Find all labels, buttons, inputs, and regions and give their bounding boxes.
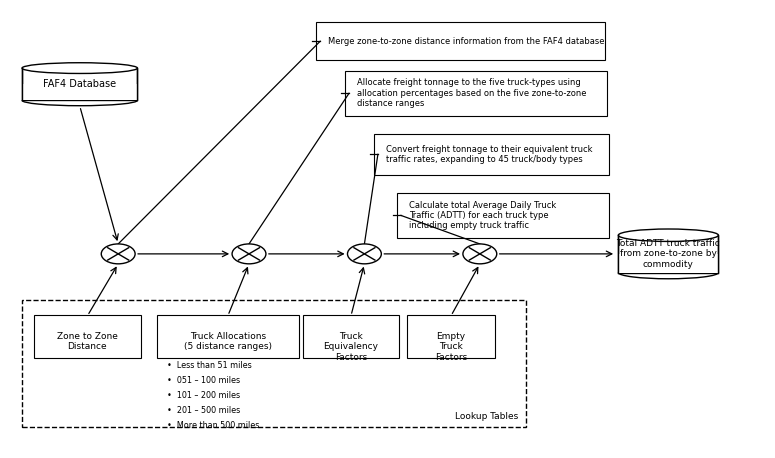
Text: Allocate freight tonnage to the five truck-types using
allocation percentages ba: Allocate freight tonnage to the five tru… — [356, 78, 586, 108]
Text: •  More than 500 miles: • More than 500 miles — [167, 421, 259, 430]
FancyBboxPatch shape — [374, 134, 608, 174]
Text: •  101 – 200 miles: • 101 – 200 miles — [167, 391, 239, 400]
Circle shape — [102, 244, 135, 264]
FancyBboxPatch shape — [618, 254, 718, 273]
FancyBboxPatch shape — [157, 315, 299, 358]
Text: Lookup Tables: Lookup Tables — [455, 412, 518, 421]
Text: Truck Allocations
(5 distance ranges): Truck Allocations (5 distance ranges) — [184, 332, 272, 351]
FancyBboxPatch shape — [397, 193, 608, 238]
FancyBboxPatch shape — [345, 71, 607, 116]
Ellipse shape — [22, 63, 137, 73]
Text: Merge zone-to-zone distance information from the FAF4 database: Merge zone-to-zone distance information … — [328, 37, 604, 46]
FancyBboxPatch shape — [303, 315, 399, 358]
Circle shape — [347, 244, 381, 264]
Circle shape — [463, 244, 497, 264]
FancyBboxPatch shape — [407, 315, 495, 358]
FancyBboxPatch shape — [316, 22, 604, 60]
Text: FAF4 Database: FAF4 Database — [43, 79, 116, 89]
Text: Calculate total Average Daily Truck
Traffic (ADTT) for each truck type
including: Calculate total Average Daily Truck Traf… — [408, 201, 556, 230]
Text: Empty
Truck
Factors: Empty Truck Factors — [435, 332, 467, 362]
FancyBboxPatch shape — [618, 235, 718, 273]
Text: •  Less than 51 miles: • Less than 51 miles — [167, 361, 251, 370]
Text: •  201 – 500 miles: • 201 – 500 miles — [167, 406, 240, 415]
Circle shape — [232, 244, 266, 264]
Ellipse shape — [618, 229, 718, 241]
FancyBboxPatch shape — [22, 84, 137, 100]
Text: •  051 – 100 miles: • 051 – 100 miles — [167, 376, 239, 385]
FancyBboxPatch shape — [22, 68, 137, 100]
FancyBboxPatch shape — [33, 315, 141, 358]
Text: Convert freight tonnage to their equivalent truck
traffic rates, expanding to 45: Convert freight tonnage to their equival… — [386, 145, 592, 164]
Text: Zone to Zone
Distance: Zone to Zone Distance — [57, 332, 118, 351]
Text: Truck
Equivalency
Factors: Truck Equivalency Factors — [323, 332, 378, 362]
Text: Total ADTT truck traffic
from zone-to-zone by
commodity: Total ADTT truck traffic from zone-to-zo… — [616, 239, 720, 269]
